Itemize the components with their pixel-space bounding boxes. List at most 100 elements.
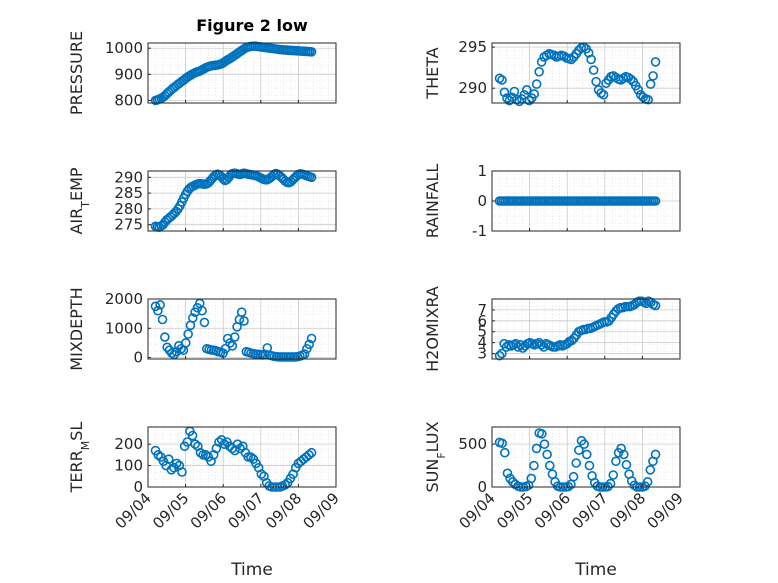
h2omixra-data-point — [536, 340, 547, 350]
sun_flux-data-point — [605, 478, 616, 489]
terr_msl-data-point — [163, 454, 174, 464]
sun_flux-data-point — [497, 438, 507, 449]
theta-data-point — [509, 86, 520, 97]
mixdepth-data-point — [157, 314, 168, 325]
mixdepth-data-point — [199, 317, 210, 328]
sun_flux-data-point — [581, 449, 592, 460]
sun_flux-axes-box — [491, 426, 681, 488]
sun_flux-data-point — [642, 477, 653, 487]
sun_flux-data-point — [526, 473, 537, 484]
air_temp-y-tick-label: 290 — [114, 168, 143, 186]
mixdepth-data-point — [299, 349, 310, 359]
theta-data-point — [497, 75, 507, 85]
pressure-y-tick-label: 1000 — [105, 39, 143, 57]
mixdepth-data-point — [229, 332, 240, 342]
terr_msl-data-point — [280, 480, 290, 490]
terr_msl-data-point — [187, 430, 198, 441]
h2omixra-y-tick-label: 7 — [477, 301, 487, 319]
panel-sun_flux: 050009/0409/0509/0609/0709/0809/09SUNFLU… — [423, 421, 687, 532]
mixdepth-axes-box — [147, 298, 337, 360]
sun_flux-data-point — [608, 470, 619, 480]
pressure-y-axis-label: PRESSURE — [67, 31, 86, 115]
theta-data-point — [566, 54, 577, 65]
mixdepth-data-point — [236, 307, 247, 317]
terr_msl-data-point — [153, 450, 163, 460]
theta-data-point — [521, 85, 532, 95]
theta-data-point — [625, 74, 636, 84]
rainfall-y-tick-label: 1 — [477, 162, 487, 180]
figure-title: Figure 2 low — [196, 16, 308, 35]
theta-data-point — [507, 92, 517, 103]
theta-data-point — [514, 96, 525, 107]
pressure-y-tick-label: 800 — [114, 91, 143, 109]
rainfall-data-point — [650, 196, 661, 206]
mixdepth-data-point — [187, 313, 198, 323]
theta-y-axis-label: THETA — [423, 47, 442, 99]
terr_msl-x-tick-label: 09/06 — [187, 489, 230, 532]
air_temp-axes-box — [147, 170, 337, 232]
sun_flux-x-tick-label: 09/07 — [568, 489, 611, 532]
air_temp-data-point — [306, 172, 317, 183]
sun_flux-y-axis-label: SUNFLUX — [423, 421, 448, 492]
panel-rainfall: -1 0 1 RAINFALL — [423, 162, 681, 240]
mixdepth-data-point — [155, 300, 165, 310]
sun_flux-x-tick-label: 09/06 — [531, 489, 574, 532]
x-axis-label-left: Time — [230, 560, 273, 580]
pressure-y-tick-label: 900 — [114, 65, 143, 83]
theta-data-point — [633, 85, 644, 95]
terr_msl-data-point — [219, 439, 230, 449]
terr_msl-data-point — [177, 467, 187, 477]
sun_flux-data-point — [502, 468, 513, 479]
theta-data-point — [586, 54, 596, 65]
sun_flux-y-tick-label: 500 — [458, 435, 487, 453]
mixdepth-data-point — [180, 338, 191, 348]
sun_flux-data-point — [645, 465, 656, 475]
theta-data-point — [531, 79, 542, 89]
panel-mixdepth: 0 1000 2000 MIXDEPTH — [67, 287, 337, 371]
theta-y-tick-label: 290 — [458, 79, 487, 97]
sun_flux-data-point — [584, 460, 595, 471]
panel-terr_msl: 010020009/0409/0509/0609/0709/0809/09TER… — [67, 422, 343, 533]
mixdepth-y-tick-label: 2000 — [105, 290, 143, 308]
sun_flux-data-point — [616, 443, 626, 454]
terr_msl-x-tick-label: 09/08 — [262, 489, 305, 532]
terr_msl-data-point — [166, 465, 177, 475]
sun_flux-data-point — [574, 445, 584, 455]
terr_msl-axes-box — [147, 426, 337, 488]
terr_msl-data-point — [304, 450, 314, 460]
h2omixra-y-tick-label: 5 — [477, 323, 487, 341]
theta-data-point — [502, 93, 512, 103]
h2omixra-data-point — [494, 350, 505, 361]
air_temp-data-point — [218, 174, 228, 184]
mixdepth-y-tick-label: 0 — [133, 349, 143, 367]
sun_flux-data-point — [537, 429, 547, 439]
theta-data-point — [529, 89, 539, 99]
theta-data-point — [536, 57, 547, 67]
h2omixra-y-axis-label: H2OMIXRA — [423, 286, 442, 372]
theta-data-point — [643, 94, 653, 105]
theta-axes-box — [491, 42, 681, 104]
pressure-axes-box — [147, 42, 337, 104]
mixdepth-y-tick-label: 1000 — [105, 319, 143, 337]
sun_flux-x-tick-label: 09/05 — [493, 489, 536, 532]
pressure-data-point — [306, 47, 317, 57]
sun_flux-data-point — [571, 458, 582, 468]
h2omixra-y-tick-label: 6 — [477, 312, 487, 330]
panel-theta: 290 295 THETA — [423, 38, 681, 107]
rainfall-y-tick-label: 0 — [477, 192, 487, 210]
air_temp-y-axis-label: AIRTEMP — [67, 167, 92, 234]
mixdepth-data-point — [183, 329, 193, 339]
h2omixra-data-point — [650, 300, 661, 311]
theta-data-point — [650, 57, 661, 67]
sun_flux-data-point — [650, 449, 661, 460]
theta-data-point — [588, 65, 599, 75]
h2omixra-data-point — [566, 335, 577, 346]
sun_flux-y-tick-label: 0 — [477, 478, 487, 496]
air_temp-y-tick-label: 280 — [114, 200, 143, 218]
theta-data-point — [645, 79, 656, 89]
terr_msl-y-tick-label: 100 — [114, 457, 143, 475]
sun_flux-data-point — [619, 449, 629, 460]
